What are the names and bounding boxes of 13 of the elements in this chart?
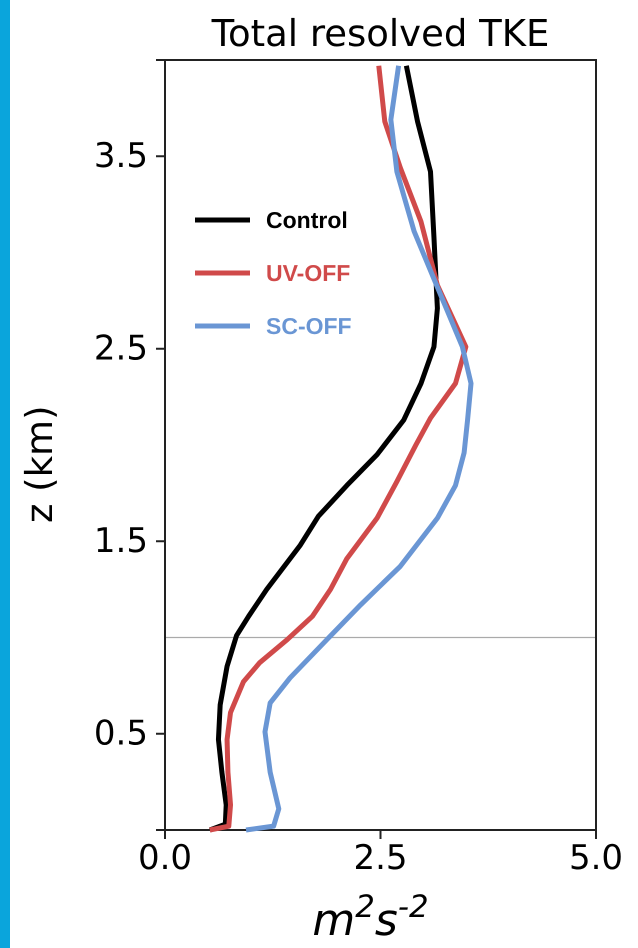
- y-tick-label: 1.5: [94, 521, 148, 562]
- legend-label: Control: [266, 207, 348, 233]
- y-tick-label: 2.5: [94, 328, 148, 369]
- y-tick-label: 0.5: [94, 714, 148, 754]
- x-axis-title: m$^{2}$s$^{-2}$: [312, 889, 429, 946]
- x-tick-label: 2.5: [353, 838, 408, 878]
- y-axis-title: z (km): [18, 405, 61, 524]
- legend-label: SC-OFF: [266, 313, 352, 339]
- x-tick-label: 0.0: [138, 838, 192, 878]
- y-tick-label: 3.5: [94, 136, 148, 176]
- x-tick-label: 5.0: [568, 838, 624, 878]
- legend-label: UV-OFF: [266, 260, 350, 286]
- chart-title: Total resolved TKE: [210, 12, 550, 55]
